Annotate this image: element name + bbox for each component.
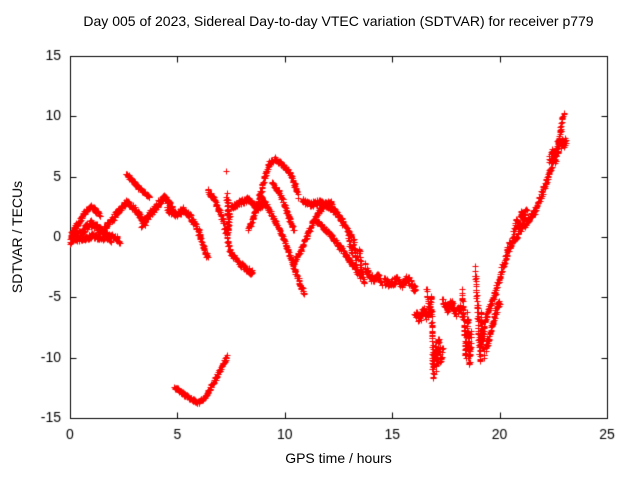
- x-axis-label: GPS time / hours: [285, 450, 392, 466]
- y-axis-label: SDTVAR / TECUs: [9, 180, 25, 294]
- chart-title: Day 005 of 2023, Sidereal Day-to-day VTE…: [83, 13, 594, 29]
